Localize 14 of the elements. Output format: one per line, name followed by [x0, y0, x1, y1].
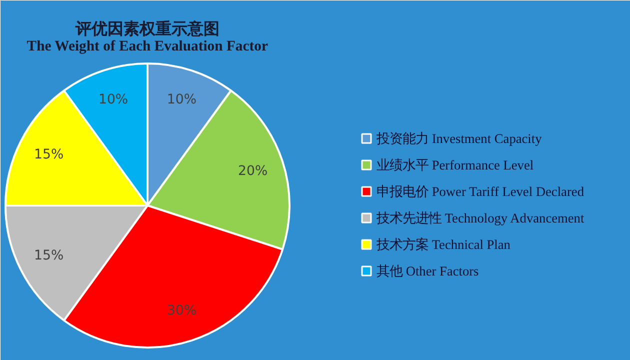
legend-label: 技术方案 Technical Plan — [376, 237, 511, 252]
data-label: 15% — [34, 148, 64, 163]
legend-label: 业绩水平 Performance Level — [376, 158, 534, 172]
legend-label: 投资能力 Investment Capacity — [376, 131, 542, 146]
data-label: 10% — [166, 92, 197, 108]
legend-label: 其他 Other Factors — [376, 264, 479, 278]
data-label: 10% — [98, 92, 128, 108]
chart-title: 评优因素权重示意图 — [74, 19, 220, 38]
legend-label: 技术先进性 Technology Advancement — [376, 210, 584, 226]
legend-label: 申报电价 Power Tariff Level Declared — [376, 184, 584, 199]
data-label: 30% — [166, 303, 197, 318]
chart-subtitle: The Weight of Each Evaluation Factor — [26, 38, 268, 54]
data-label: 15% — [34, 248, 64, 264]
data-label: 20% — [238, 164, 268, 179]
